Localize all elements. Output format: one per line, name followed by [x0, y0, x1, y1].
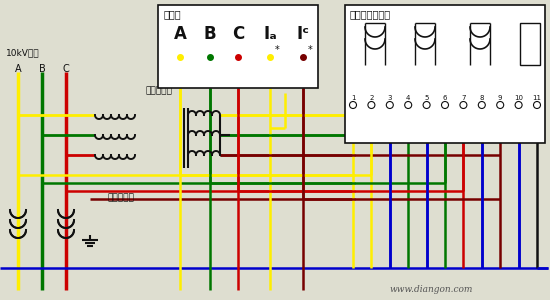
Text: C: C	[232, 25, 244, 43]
Text: *: *	[307, 45, 312, 55]
Text: B: B	[204, 25, 216, 43]
Circle shape	[405, 101, 412, 109]
Circle shape	[368, 101, 375, 109]
Circle shape	[349, 101, 356, 109]
Text: 7: 7	[461, 95, 466, 101]
Circle shape	[423, 101, 430, 109]
Text: 8: 8	[480, 95, 484, 101]
Circle shape	[460, 101, 467, 109]
Circle shape	[442, 101, 448, 109]
Text: 3: 3	[388, 95, 392, 101]
Bar	[345, 5, 545, 143]
Text: 电压互感器: 电压互感器	[145, 86, 172, 95]
Circle shape	[497, 101, 504, 109]
Text: 功率表: 功率表	[164, 9, 182, 19]
Bar	[158, 5, 318, 88]
Text: 电流互感器: 电流互感器	[108, 193, 135, 202]
Text: B: B	[39, 64, 45, 74]
Text: 2: 2	[369, 95, 373, 101]
Text: A: A	[15, 64, 21, 74]
Text: 4: 4	[406, 95, 410, 101]
Circle shape	[534, 101, 541, 109]
Text: Iₐ: Iₐ	[263, 25, 277, 43]
Text: 6: 6	[443, 95, 447, 101]
Text: Iᶜ: Iᶜ	[296, 25, 310, 43]
Text: 三相四线电能表: 三相四线电能表	[350, 9, 391, 19]
Circle shape	[386, 101, 393, 109]
Text: 10: 10	[514, 95, 523, 101]
Text: A: A	[174, 25, 186, 43]
Circle shape	[478, 101, 485, 109]
Text: C: C	[63, 64, 69, 74]
Bar	[520, 23, 540, 65]
Text: 10kV线路: 10kV线路	[6, 48, 40, 57]
Text: www.diangon.com: www.diangon.com	[390, 285, 474, 294]
Text: 1: 1	[351, 95, 355, 101]
Text: 11: 11	[532, 95, 542, 101]
Circle shape	[515, 101, 522, 109]
Text: 9: 9	[498, 95, 503, 101]
Text: 5: 5	[425, 95, 429, 101]
Text: *: *	[274, 45, 279, 55]
